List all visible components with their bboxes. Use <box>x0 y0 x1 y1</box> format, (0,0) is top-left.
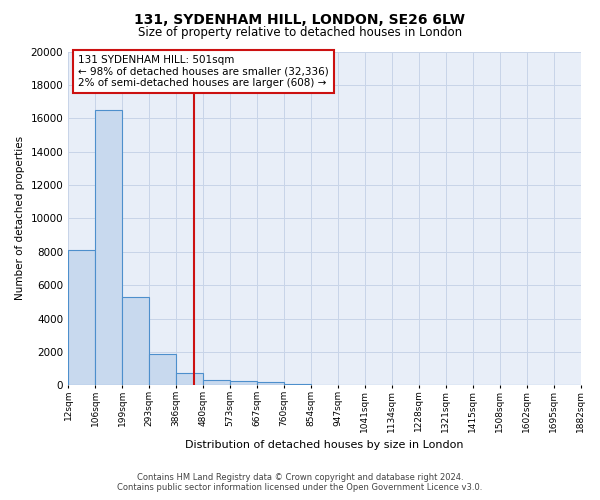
Bar <box>122 297 149 386</box>
Bar <box>284 384 311 386</box>
Bar <box>68 250 95 386</box>
Text: 131, SYDENHAM HILL, LONDON, SE26 6LW: 131, SYDENHAM HILL, LONDON, SE26 6LW <box>134 12 466 26</box>
Bar <box>176 373 203 386</box>
Bar <box>95 110 122 386</box>
Text: Contains HM Land Registry data © Crown copyright and database right 2024.
Contai: Contains HM Land Registry data © Crown c… <box>118 473 482 492</box>
Bar <box>257 382 284 386</box>
Text: 131 SYDENHAM HILL: 501sqm
← 98% of detached houses are smaller (32,336)
2% of se: 131 SYDENHAM HILL: 501sqm ← 98% of detac… <box>79 55 329 88</box>
Y-axis label: Number of detached properties: Number of detached properties <box>15 136 25 300</box>
Bar <box>149 354 176 386</box>
Bar <box>203 380 230 386</box>
Bar <box>230 381 257 386</box>
Text: Size of property relative to detached houses in London: Size of property relative to detached ho… <box>138 26 462 39</box>
X-axis label: Distribution of detached houses by size in London: Distribution of detached houses by size … <box>185 440 464 450</box>
